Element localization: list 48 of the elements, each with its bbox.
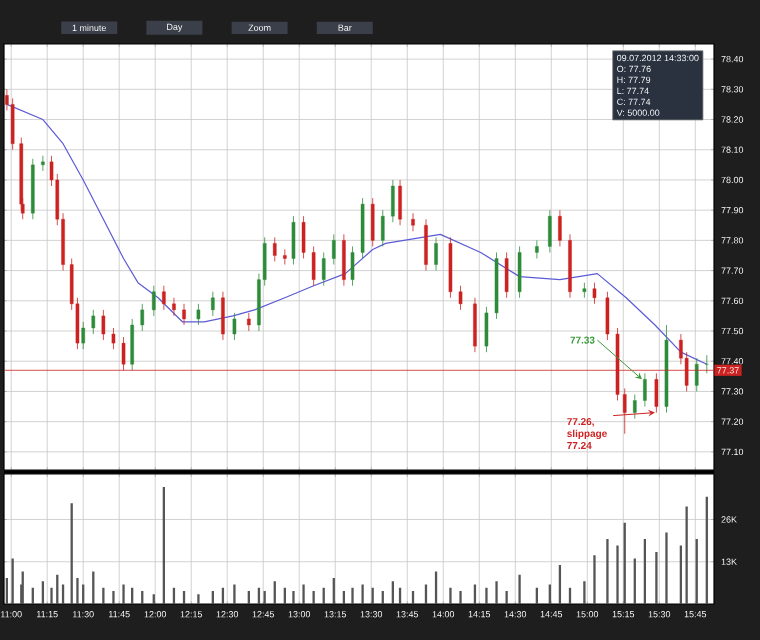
candlestick — [370, 197, 375, 247]
candlestick — [81, 321, 85, 350]
candlestick — [398, 179, 402, 226]
candlestick — [291, 215, 296, 265]
candlestick — [247, 312, 251, 332]
candlestick — [211, 291, 215, 317]
candlestick — [182, 303, 186, 326]
candlestick — [221, 291, 225, 341]
candlestick — [162, 285, 166, 311]
candlestick — [424, 218, 428, 271]
candlestick — [548, 209, 552, 253]
candlestick — [41, 155, 45, 172]
candlestick — [283, 249, 287, 265]
candlestick — [484, 306, 489, 353]
candlestick — [391, 179, 395, 223]
candlestick — [558, 209, 562, 247]
candlestick — [111, 327, 116, 350]
candlestick — [301, 215, 306, 259]
candlestick — [643, 372, 647, 407]
candlestick — [705, 354, 709, 374]
candlestick — [504, 252, 509, 299]
candlestick — [311, 246, 316, 287]
candlestick — [130, 318, 134, 371]
candlestick — [434, 236, 438, 271]
candlestick — [101, 309, 106, 341]
candlestick — [592, 282, 597, 305]
candlestick — [91, 309, 96, 335]
candlestick — [272, 236, 277, 262]
candlestick — [332, 233, 336, 265]
candlestick — [342, 233, 346, 287]
candlestick — [140, 303, 145, 332]
candlestick — [582, 282, 587, 299]
candlestick — [517, 246, 522, 299]
candlestick — [350, 246, 355, 287]
candlestick — [232, 312, 237, 341]
candlestick — [411, 212, 415, 232]
candlestick — [380, 209, 385, 247]
candlestick — [196, 303, 201, 326]
candlestick — [605, 291, 610, 341]
candlestick — [633, 394, 637, 420]
candlestick — [694, 357, 699, 392]
candlestick — [10, 97, 15, 151]
candlestick — [172, 297, 176, 317]
candlestick — [458, 285, 463, 311]
candlestick — [152, 285, 156, 317]
candlestick — [473, 297, 477, 353]
candlestick — [321, 252, 326, 287]
candlestick — [535, 239, 539, 259]
